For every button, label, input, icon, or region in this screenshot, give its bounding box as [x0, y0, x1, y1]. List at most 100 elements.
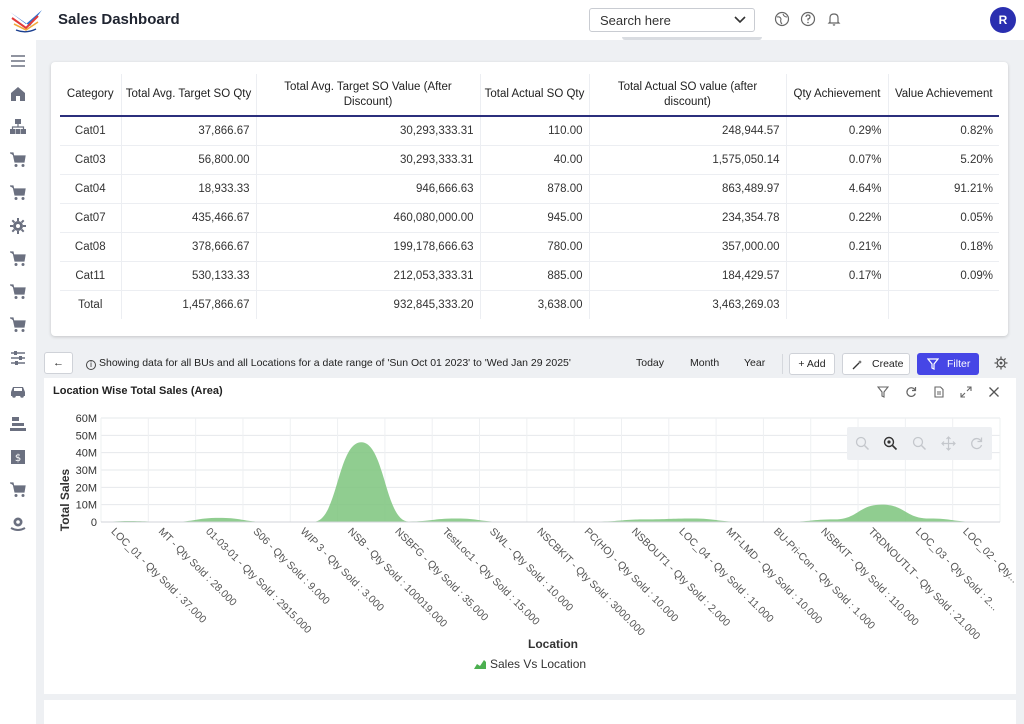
- help-icon[interactable]: [800, 11, 816, 27]
- cart-icon[interactable]: [9, 151, 27, 169]
- create-button[interactable]: Create: [842, 353, 910, 375]
- table-cell: 234,354.78: [588, 203, 786, 233]
- home-icon[interactable]: [9, 85, 27, 103]
- table-cell: 0.05%: [887, 203, 999, 233]
- table-cell: 248,944.57: [588, 116, 786, 146]
- year-button[interactable]: Year: [744, 357, 766, 369]
- table-cell: 0.17%: [785, 261, 888, 291]
- table-cell: 885.00: [479, 261, 589, 291]
- expand-icon[interactable]: [960, 386, 972, 398]
- date-range-text: Showing data for all BUs and all Locatio…: [99, 357, 571, 369]
- today-button[interactable]: Today: [636, 357, 665, 369]
- settings-icon[interactable]: [9, 217, 27, 235]
- cart-icon[interactable]: [9, 250, 27, 268]
- table-cell: 0.21%: [785, 232, 888, 262]
- area-chart: 0 10M 20M 30M 40M 50M 60M LOC_01 - Qty Sold : 3…: [58, 413, 1016, 651]
- sales-summary-table: Category Total Avg. Target SO Qty Total …: [60, 74, 999, 319]
- search-select[interactable]: Search here: [589, 8, 755, 32]
- bell-icon[interactable]: [826, 11, 842, 27]
- table-row[interactable]: Cat11 530,133.33 212,053,333.31 885.00 1…: [60, 261, 999, 291]
- company-logo[interactable]: [8, 6, 44, 34]
- filter-icon: [927, 358, 939, 370]
- table-cell: 3,463,269.03: [588, 290, 786, 319]
- zoom-in-icon[interactable]: [855, 436, 870, 451]
- table-cell: 0.18%: [887, 232, 999, 262]
- table-row[interactable]: Cat03 56,800.00 30,293,333.31 40.00 1,57…: [60, 145, 999, 175]
- column-header[interactable]: Total Actual SO Qty: [479, 74, 589, 117]
- table-cell: 357,000.00: [588, 232, 786, 262]
- x-tick-label: BU-Pri-Con - Qty Sold : 1.000: [771, 526, 877, 632]
- back-button[interactable]: ←: [44, 352, 73, 374]
- filter-button[interactable]: Filter: [917, 353, 979, 375]
- close-icon[interactable]: [988, 386, 1000, 398]
- car-icon[interactable]: [9, 382, 27, 400]
- column-header[interactable]: Qty Achievement: [785, 74, 888, 117]
- table-cell: 878.00: [479, 174, 589, 204]
- table-cell: Cat11: [60, 261, 121, 291]
- cart-icon[interactable]: [9, 316, 27, 334]
- column-header[interactable]: Value Achievement: [887, 74, 999, 117]
- table-cell: 1,575,050.14: [588, 145, 786, 175]
- settings-icon[interactable]: [994, 356, 1008, 370]
- column-header[interactable]: Total Avg. Target SO Qty: [120, 74, 256, 117]
- pan-icon[interactable]: [941, 436, 956, 451]
- table-cell: 40.00: [479, 145, 589, 175]
- legend-label: Sales Vs Location: [490, 657, 587, 671]
- refresh-icon[interactable]: [905, 386, 917, 398]
- avatar[interactable]: R: [990, 7, 1016, 33]
- table-cell: Cat04: [60, 174, 121, 204]
- location-sales-chart-card: Location Wise Total Sales (Area) 0 10M 20M…: [44, 378, 1016, 694]
- table-cell: 5.20%: [887, 145, 999, 175]
- menu-icon[interactable]: [9, 52, 27, 70]
- create-button-label: Create: [872, 358, 904, 370]
- column-header[interactable]: Category: [60, 74, 121, 117]
- table-cell: Cat08: [60, 232, 121, 262]
- x-tick-label: NSB - Qty Sold : 100019.000: [345, 526, 449, 630]
- layers-icon[interactable]: [9, 415, 27, 433]
- x-tick-label: NSBFG - Qty Sold : 35.000: [392, 526, 490, 624]
- table-cell: 212,053,333.31: [255, 261, 480, 291]
- zoom-out-icon[interactable]: [912, 436, 927, 451]
- column-header[interactable]: Total Actual SO value (after discount): [588, 74, 786, 117]
- cart-icon[interactable]: [9, 283, 27, 301]
- search-dropdown-edge: [622, 37, 762, 40]
- cart-icon[interactable]: [9, 184, 27, 202]
- table-cell: 863,489.97: [588, 174, 786, 204]
- table-row[interactable]: Cat07 435,466.67 460,080,000.00 945.00 2…: [60, 203, 999, 233]
- month-button[interactable]: Month: [690, 357, 720, 369]
- table-cell: 0.22%: [785, 203, 888, 233]
- reset-zoom-icon[interactable]: [969, 436, 984, 451]
- search-placeholder: Search here: [600, 13, 671, 28]
- table-cell: 30,293,333.31: [255, 116, 480, 146]
- filter-icon[interactable]: [877, 386, 889, 398]
- x-tick-label: LOC_04 - Qty Sold : 11.000: [676, 526, 776, 626]
- sliders-icon[interactable]: [9, 349, 27, 367]
- globe-icon[interactable]: [774, 11, 790, 27]
- x-tick-label: MT-LMD - Qty Sold : 10.000: [724, 526, 825, 627]
- table-cell: 0.82%: [887, 116, 999, 146]
- table-cell: 945.00: [479, 203, 589, 233]
- x-tick-label: LOC_03 - Qty Sold : 2...: [913, 526, 1001, 614]
- table-row[interactable]: Cat08 378,666.67 199,178,666.63 780.00 3…: [60, 232, 999, 262]
- chart-legend[interactable]: Sales Vs Location: [474, 657, 586, 671]
- table-cell: 184,429.57: [588, 261, 786, 291]
- invoice-icon[interactable]: $: [9, 448, 27, 466]
- zoom-icon[interactable]: [883, 436, 898, 451]
- add-button[interactable]: + Add: [789, 353, 835, 375]
- document-icon[interactable]: [933, 386, 945, 398]
- table-cell: 530,133.33: [120, 261, 256, 291]
- table-row[interactable]: Cat01 37,866.67 30,293,333.31 110.00 248…: [60, 116, 999, 146]
- gear-hand-icon[interactable]: [9, 514, 27, 532]
- table-cell: 91.21%: [887, 174, 999, 204]
- chart-zoom-toolbar: [847, 427, 992, 460]
- org-chart-icon[interactable]: [9, 118, 27, 136]
- column-header[interactable]: Total Avg. Target SO Value (After Discou…: [255, 74, 480, 117]
- x-tick-label: LOC_01 - Qty Sold : 37.000: [109, 526, 209, 626]
- table-row[interactable]: Cat04 18,933.33 946,666.63 878.00 863,48…: [60, 174, 999, 204]
- table-total-row[interactable]: Total 1,457,866.67 932,845,333.20 3,638.…: [60, 290, 999, 319]
- table-cell: 37,866.67: [120, 116, 256, 146]
- table-cell: 932,845,333.20: [255, 290, 480, 319]
- cart-icon[interactable]: [9, 481, 27, 499]
- table-cell: Cat07: [60, 203, 121, 233]
- table-cell: [887, 290, 999, 319]
